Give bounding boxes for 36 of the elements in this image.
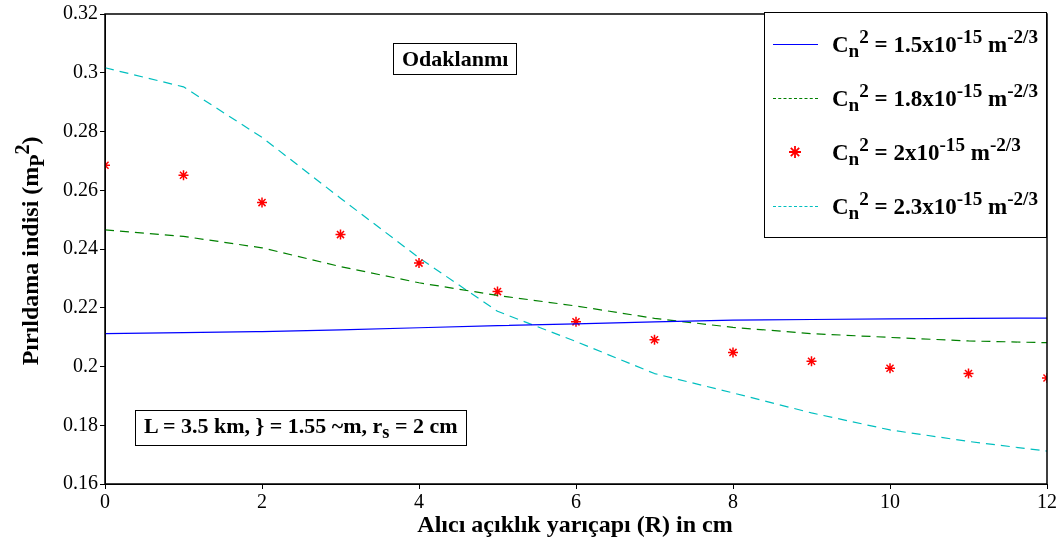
y-tick-label: 0.26: [63, 177, 98, 200]
y-tick-label: 0.24: [63, 236, 98, 259]
point: [727, 346, 739, 359]
y-tick-label: 0.28: [63, 118, 98, 141]
x-axis-title: Alıcı açıklık yarıçapı (R) in cm: [416, 511, 734, 538]
x-tick-label: 12: [1037, 490, 1057, 513]
point: [805, 355, 818, 367]
x-tick-label: 0: [100, 490, 110, 513]
point: [177, 169, 190, 182]
x-tick-label: 8: [728, 490, 738, 513]
y-tick-label: 0.32: [63, 1, 98, 24]
x-tick-label: 6: [571, 490, 581, 513]
x-tick-label: 10: [880, 490, 900, 513]
annotation: Odaklanmı: [393, 43, 518, 75]
legend-label: C$_{n}$$^{2}$ = 2x10$^{-15}$ m$^{-2/3}$: [831, 133, 1021, 171]
x-tick-label: 4: [414, 490, 424, 513]
line-series: [105, 67, 1047, 452]
point: [570, 316, 582, 328]
point: [334, 228, 347, 241]
annotation: L = 3.5 km, } = 1.55 ~m, r$_{s}$ = 2 cm: [135, 410, 467, 447]
point: [648, 334, 661, 346]
point: [884, 362, 896, 375]
point: [256, 196, 268, 209]
y-tick-label: 0.3: [73, 60, 98, 82]
point: [491, 285, 504, 298]
legend-label: C$_{n}$$^{2}$ = 1.8x10$^{-15}$ m$^{-2/3}$: [831, 79, 1038, 117]
y-tick-label: 0.16: [63, 471, 98, 494]
y-tick-label: 0.22: [63, 295, 98, 317]
x-tick-label: 2: [257, 490, 267, 513]
point: [962, 367, 975, 380]
legend-label: C$_{n}$$^{2}$ = 2.3x10$^{-15}$ m$^{-2/3}$: [831, 187, 1038, 225]
y-tick-label: 0.2: [73, 353, 98, 376]
legend-label: C$_{n}$$^{2}$ = 1.5x10$^{-15}$ m$^{-2/3}$: [831, 25, 1038, 63]
point: [413, 257, 425, 269]
y-tick-label: 0.18: [63, 412, 98, 435]
line-series: [105, 229, 1047, 344]
